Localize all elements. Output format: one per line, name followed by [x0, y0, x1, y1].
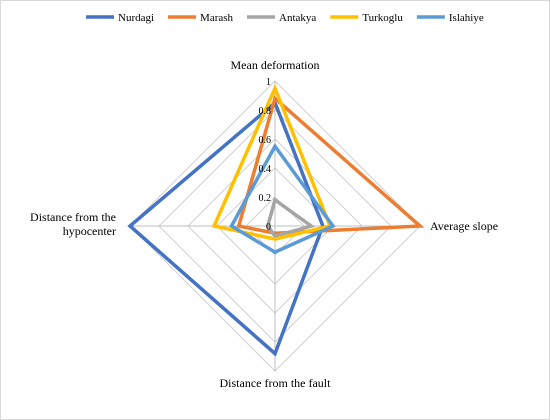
axis-label-average-slope: Average slope	[430, 219, 498, 233]
legend-item-nurdagi: Nurdagi	[86, 12, 154, 24]
legend-item-antakya: Antakya	[247, 12, 316, 24]
axis-label-mean-deformation: Mean deformation	[231, 58, 320, 72]
legend-label: Islahiye	[449, 12, 484, 24]
legend-item-marash: Marash	[168, 12, 234, 24]
series-antakya	[265, 197, 316, 239]
legend-label: Antakya	[279, 12, 316, 24]
radial-tick-labels: 0 0.2 0.4 0.6 0.8 1	[259, 77, 272, 233]
r-tick-label: 1	[266, 77, 271, 88]
radar-spokes	[130, 81, 420, 371]
legend: Nurdagi Marash Antakya Turkoglu Islahiye	[86, 12, 484, 24]
legend-label: Nurdagi	[118, 12, 154, 24]
axis-labels: Mean deformation Average slope Distance fr…	[30, 58, 498, 390]
r-tick-label: 0	[266, 222, 271, 233]
axis-label-distance-from-the-fault: Distance from the fault	[220, 376, 332, 390]
legend-label: Marash	[200, 12, 233, 24]
r-tick-label: 0.8	[259, 106, 272, 117]
r-tick-label: 0.2	[259, 193, 272, 204]
axis-label-distance-from-the-hypocenter: Distance from the hypocenter	[30, 210, 116, 238]
series-turkoglu	[211, 83, 333, 241]
series-group	[127, 83, 425, 357]
legend-item-turkoglu: Turkoglu	[330, 12, 403, 24]
r-tick-label: 0.6	[259, 135, 272, 146]
legend-item-islahiye: Islahiye	[416, 12, 484, 24]
series-nurdagi	[127, 99, 325, 357]
series-islahiye	[229, 142, 336, 255]
r-tick-label: 0.4	[259, 164, 272, 175]
legend-label: Turkoglu	[362, 12, 403, 24]
